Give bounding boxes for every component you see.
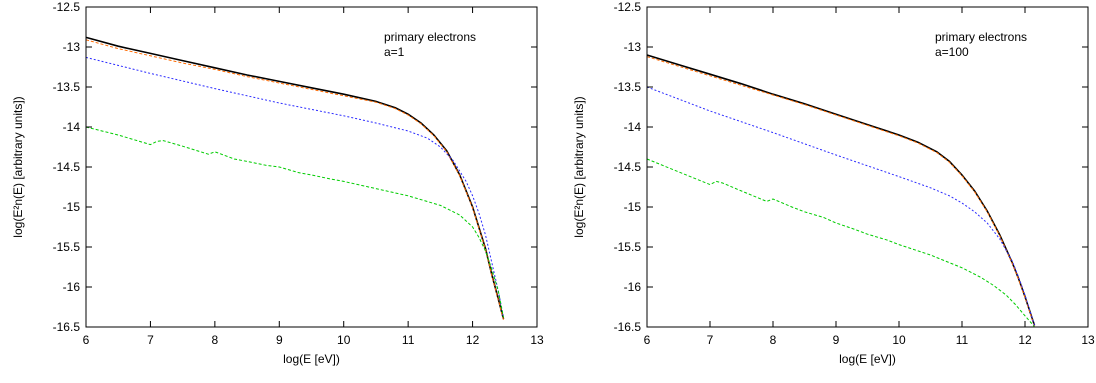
series-line-0 <box>646 54 1036 326</box>
y-tick-label: -15.5 <box>53 240 81 254</box>
y-tick-label: -12.5 <box>614 0 642 14</box>
x-axis-label: log(E [eV]) <box>283 352 340 366</box>
x-tick-label: 13 <box>530 333 544 347</box>
annotation-line-1: a=1 <box>384 45 405 59</box>
y-tick-label: -13 <box>63 40 81 54</box>
series-line-2 <box>85 56 504 318</box>
series-line-1 <box>85 39 504 320</box>
y-tick-label: -14 <box>63 120 81 134</box>
x-tick-label: 6 <box>83 333 90 347</box>
x-tick-label: 13 <box>1081 333 1095 347</box>
y-tick-label: -16.5 <box>53 320 81 334</box>
y-tick-label: -15 <box>624 200 642 214</box>
y-tick-label: -12.5 <box>53 0 81 14</box>
x-tick-label: 10 <box>337 333 351 347</box>
y-tick-label: -15.5 <box>614 240 642 254</box>
series-line-2 <box>646 86 1035 326</box>
x-tick-label: 7 <box>147 333 154 347</box>
chart-panel-right: 6 7 8 9 10 11 12 13 -12.5 -13 -13.5 -14 -14.5 -15 -15.… <box>572 0 1095 366</box>
y-tick-label: -14.5 <box>53 160 81 174</box>
y-tick-label: -15 <box>63 200 81 214</box>
y-tick-label: -13.5 <box>53 80 81 94</box>
x-tick-label: 7 <box>707 333 714 347</box>
y-tick-label: -14.5 <box>614 160 642 174</box>
annotation-line-1: a=100 <box>935 45 969 59</box>
y-tick-label: -13.5 <box>614 80 642 94</box>
x-tick-label: 9 <box>833 333 840 347</box>
x-tick-label: 11 <box>956 333 969 347</box>
plot-frame <box>85 6 538 328</box>
y-tick-label: -13 <box>624 40 642 54</box>
x-tick-label: 8 <box>770 333 777 347</box>
chart-panel-left: 6 7 8 9 10 11 12 13 -12.5 -13 -13.5 -14 -14.5 -15 -15.… <box>11 0 544 366</box>
x-axis-label: log(E [eV]) <box>839 352 896 366</box>
annotation-line-0: primary electrons <box>384 30 476 44</box>
annotation-line-0: primary electrons <box>935 30 1027 44</box>
x-tick-label: 6 <box>644 333 651 347</box>
x-tick-label: 10 <box>892 333 906 347</box>
y-tick-label: -14 <box>624 120 642 134</box>
x-tick-label: 9 <box>276 333 283 347</box>
y-tick-label: -16 <box>63 280 81 294</box>
y-axis-label: log(E²n(E) [arbitrary units]) <box>11 96 25 237</box>
x-tick-label: 8 <box>212 333 219 347</box>
series-line-1 <box>646 56 1035 327</box>
series-line-3 <box>646 158 1035 328</box>
y-tick-label: -16.5 <box>614 320 642 334</box>
x-tick-label: 11 <box>402 333 415 347</box>
series-line-3 <box>85 126 504 318</box>
y-tick-label: -16 <box>624 280 642 294</box>
x-tick-label: 12 <box>466 333 480 347</box>
x-tick-label: 12 <box>1018 333 1032 347</box>
plot-frame <box>646 6 1089 328</box>
series-line-0 <box>85 36 505 320</box>
y-axis-label: log(E²n(E) [arbitrary units]) <box>572 96 586 237</box>
